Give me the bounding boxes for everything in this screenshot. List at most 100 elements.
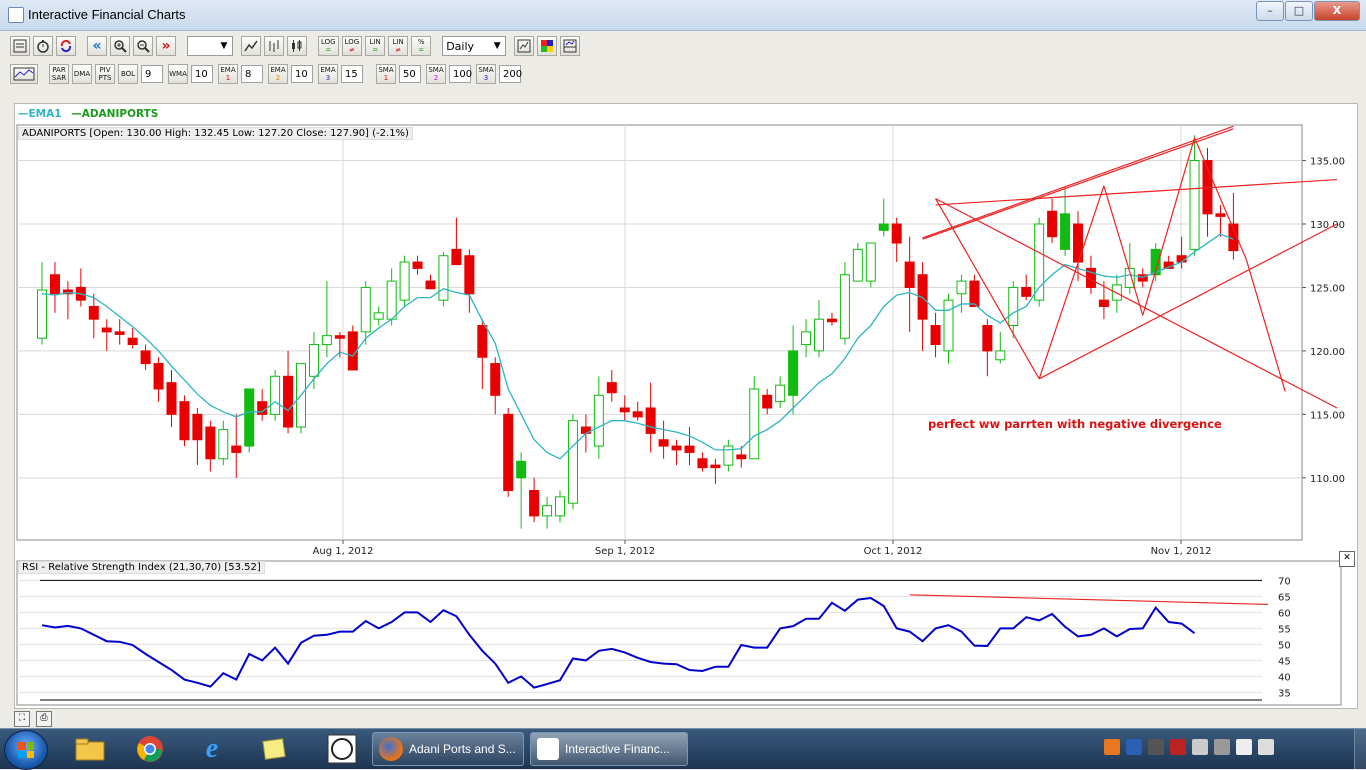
log-equal-button[interactable]: LOG = <box>318 36 339 56</box>
candle-body <box>360 286 371 333</box>
sma3-period-input[interactable]: 200 <box>499 65 522 83</box>
signal-icon[interactable] <box>1258 739 1274 755</box>
tray-network-icon[interactable] <box>1236 739 1252 755</box>
ema2-period-input[interactable]: 10 <box>291 65 313 83</box>
chart-settings-icon[interactable] <box>514 36 535 56</box>
sticky-notes-icon[interactable] <box>248 732 300 766</box>
tray-app-icon[interactable] <box>1104 739 1120 755</box>
symbol-combo[interactable]: ▼ <box>187 36 233 56</box>
ema1-period-input[interactable]: 8 <box>241 65 263 83</box>
candle-body <box>645 407 656 434</box>
minimize-button[interactable]: – <box>1256 1 1284 21</box>
zoom-out-icon[interactable] <box>133 36 153 56</box>
dma-button[interactable]: DMA <box>72 64 92 84</box>
internet-explorer-icon[interactable]: e <box>205 733 219 764</box>
indicator-toolbar: PAR SAR DMA PIV PTS BOL 9 WMA 10 EMA 1 8 … <box>10 63 526 85</box>
candle-body <box>801 331 812 346</box>
panel-close-icon[interactable]: ✕ <box>1339 551 1355 567</box>
trendline <box>935 178 1338 206</box>
print-icon[interactable]: ⎙ <box>36 711 52 727</box>
sma2-button[interactable]: SMA 2 <box>426 64 446 84</box>
explorer-icon[interactable] <box>64 732 116 766</box>
rsi-chart[interactable]: 70 65 60 55 50 45 40 35 <box>0 560 1366 710</box>
candlestick <box>619 395 630 421</box>
chrome-icon[interactable] <box>124 732 176 766</box>
volume-icon[interactable] <box>1192 739 1208 755</box>
start-button[interactable] <box>4 730 48 770</box>
tray-display-icon[interactable] <box>1148 739 1164 755</box>
candle-body <box>1098 299 1109 307</box>
fit-screen-icon[interactable]: ⛶ <box>14 711 30 727</box>
bol-period-input[interactable]: 9 <box>141 65 163 83</box>
tray-network-manager-icon[interactable] <box>1126 739 1142 755</box>
candlestick <box>283 350 294 434</box>
chart-properties-icon[interactable] <box>10 36 30 56</box>
percent-button[interactable]: % = <box>411 36 432 56</box>
rsi-y-tick-label: 70 <box>1278 576 1291 587</box>
candlestick-icon[interactable] <box>287 36 307 56</box>
rsi-y-tick-label: 45 <box>1278 656 1291 667</box>
taskbar-firefox-window[interactable]: Adani Ports and S... <box>372 732 524 766</box>
lin-equal-button[interactable]: LIN = <box>365 36 386 56</box>
sma1-button[interactable]: SMA 1 <box>376 64 396 84</box>
log-notequal-button[interactable]: LOG ≠ <box>341 36 363 56</box>
candle-body <box>1047 210 1058 238</box>
bol-button[interactable]: BOL <box>118 64 138 84</box>
par-sar-button[interactable]: PAR SAR <box>49 64 69 84</box>
pan-right-icon[interactable]: » <box>156 36 176 56</box>
windows-taskbar: e Adani Ports and S... Interactive Finan… <box>0 728 1366 770</box>
ema2-button[interactable]: EMA 2 <box>268 64 288 84</box>
candlestick <box>943 293 954 364</box>
candle-body <box>736 454 747 460</box>
ema-line <box>41 233 1234 460</box>
price-y-tick-label: 115.00 <box>1310 410 1345 421</box>
zoom-in-icon[interactable] <box>110 36 130 56</box>
lin-notequal-button[interactable]: LIN ≠ <box>388 36 409 56</box>
chevron-down-icon: ▼ <box>220 41 228 51</box>
line-chart-icon[interactable] <box>241 36 261 56</box>
candle-body <box>878 223 889 231</box>
ema3-button[interactable]: EMA 3 <box>318 64 338 84</box>
candle-body <box>529 490 540 517</box>
ema3-period-input[interactable]: 15 <box>341 65 363 83</box>
candlestick <box>360 281 371 345</box>
candle-body <box>956 280 967 295</box>
tray-usb-icon[interactable] <box>1214 739 1230 755</box>
indicator-panel-icon[interactable] <box>560 36 581 56</box>
close-button[interactable]: X <box>1314 1 1360 21</box>
candle-body <box>995 350 1006 361</box>
stopwatch-icon[interactable] <box>33 36 53 56</box>
price-chart[interactable]: 135.00 130.00 125.00 120.00 115.00 110.00 Aug … <box>0 0 1366 560</box>
sma2-period-input[interactable]: 100 <box>449 65 472 83</box>
price-y-tick-label: 110.00 <box>1310 474 1345 485</box>
candle-body <box>179 401 190 441</box>
candle-body <box>127 337 138 346</box>
maximize-button[interactable]: □ <box>1285 1 1313 21</box>
candlestick <box>192 408 203 466</box>
color-palette-icon[interactable] <box>537 36 558 56</box>
piv-pts-button[interactable]: PIV PTS <box>95 64 115 84</box>
candlestick <box>49 262 60 313</box>
ema1-button[interactable]: EMA 1 <box>218 64 238 84</box>
app-pinned-icon[interactable] <box>316 732 368 766</box>
wma-period-input[interactable]: 10 <box>191 65 213 83</box>
refresh-icon[interactable] <box>56 36 76 56</box>
volume-chart-icon[interactable] <box>10 64 38 84</box>
candle-body <box>788 350 799 396</box>
candle-body <box>619 407 630 413</box>
candle-body <box>373 312 384 320</box>
candle-body <box>555 496 565 517</box>
candlestick <box>1047 198 1058 244</box>
pan-left-icon[interactable]: « <box>87 36 107 56</box>
candlestick <box>140 344 151 370</box>
bar-chart-icon[interactable] <box>264 36 284 56</box>
tray-action-center-icon[interactable] <box>1170 739 1186 755</box>
java-icon <box>537 738 559 760</box>
wma-button[interactable]: WMA <box>168 64 188 84</box>
show-desktop-button[interactable] <box>1354 729 1366 769</box>
taskbar-java-window[interactable]: Interactive Financ... <box>530 732 688 766</box>
interval-select[interactable]: Daily ▼ <box>442 36 507 56</box>
sma1-period-input[interactable]: 50 <box>399 65 421 83</box>
sma3-button[interactable]: SMA 3 <box>476 64 496 84</box>
candle-body <box>567 420 578 504</box>
